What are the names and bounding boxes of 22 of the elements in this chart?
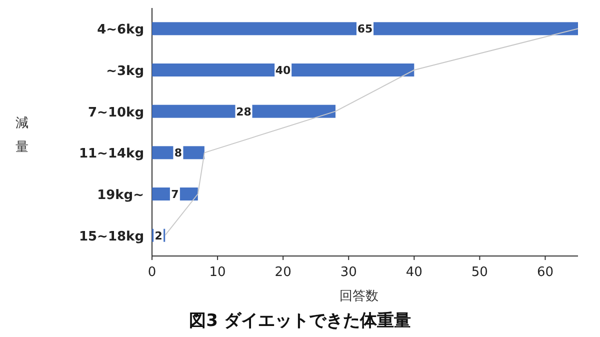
y-tick-label: 4~6kg — [97, 22, 144, 38]
data-label: 40 — [275, 64, 292, 77]
y-axis-title: 減量 — [16, 116, 28, 155]
x-tick-label: 40 — [406, 265, 422, 280]
x-axis-title: 回答数 — [340, 289, 378, 304]
y-tick-label: ~3kg — [106, 64, 144, 79]
y-tick-label: 19kg~ — [97, 188, 144, 203]
data-label: 7 — [171, 188, 179, 201]
y-tick-label: 7~10kg — [88, 105, 144, 120]
data-label: 65 — [357, 22, 373, 36]
x-tick-label: 60 — [536, 265, 554, 280]
x-tick-label: 30 — [340, 265, 357, 280]
data-label: 2 — [154, 229, 162, 242]
x-tick-label: 0 — [148, 265, 156, 280]
y-tick-label: 11~14kg — [78, 146, 144, 162]
x-tick-label: 20 — [274, 265, 292, 280]
x-tick-label: 10 — [209, 265, 226, 280]
data-label: 8 — [174, 146, 182, 160]
y-tick-label: 15~18kg — [78, 229, 144, 244]
data-label: 28 — [236, 105, 252, 118]
text: 図3 ダイエットできた体重量 — [189, 311, 411, 331]
x-tick-label: 50 — [471, 265, 488, 280]
